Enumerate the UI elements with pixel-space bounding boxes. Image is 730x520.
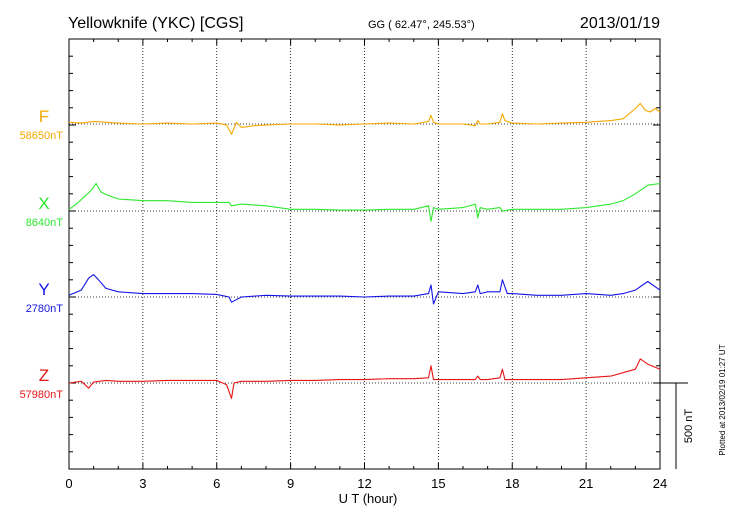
series-lines <box>68 102 661 400</box>
x-tick-label-3: 3 <box>139 476 146 491</box>
x-axis-label: U T (hour) <box>339 491 398 506</box>
series-baseline-value-y: 2780nT <box>26 303 64 315</box>
date-label: 2013/01/19 <box>580 15 660 32</box>
x-tick-label-15: 15 <box>431 476 445 491</box>
series-name-f: F <box>39 107 49 126</box>
station-title: Yellowknife (YKC) [CGS] <box>68 15 243 32</box>
series-name-x: X <box>38 194 49 213</box>
x-tick-labels: 0 3 6 9 12 15 18 21 24 <box>65 476 667 491</box>
x-tick-label-0: 0 <box>65 476 72 491</box>
series-baseline-value-z: 57980nT <box>20 389 64 401</box>
coordinates-label: GG ( 62.47°, 245.53°) <box>368 19 475 31</box>
x-tick-label-24: 24 <box>653 476 667 491</box>
axis-ticks <box>68 38 661 470</box>
x-tick-label-6: 6 <box>213 476 220 491</box>
x-tick-label-18: 18 <box>505 476 519 491</box>
series-line-f <box>68 102 661 135</box>
series-baseline-value-x: 8640nT <box>26 217 64 229</box>
series-line-x <box>68 182 661 222</box>
plotted-timestamp: Plotted at 2013/02/19 01:27 UT <box>718 344 727 455</box>
scale-bar: 500 nT <box>660 382 695 469</box>
series-labels: F 58650nT X 8640nT Y 2780nT Z 57980nT <box>20 107 64 401</box>
x-tick-label-12: 12 <box>357 476 371 491</box>
series-line-y <box>68 274 661 305</box>
series-line-z <box>68 358 661 400</box>
x-tick-label-9: 9 <box>287 476 294 491</box>
series-name-z: Z <box>39 366 49 385</box>
x-tick-label-21: 21 <box>579 476 593 491</box>
series-baseline-value-f: 58650nT <box>20 130 64 142</box>
series-baselines <box>69 123 660 384</box>
vertical-gridlines <box>142 39 587 469</box>
plot-frame <box>68 38 661 470</box>
scale-bar-label: 500 nT <box>683 409 695 444</box>
series-name-y: Y <box>38 280 49 299</box>
